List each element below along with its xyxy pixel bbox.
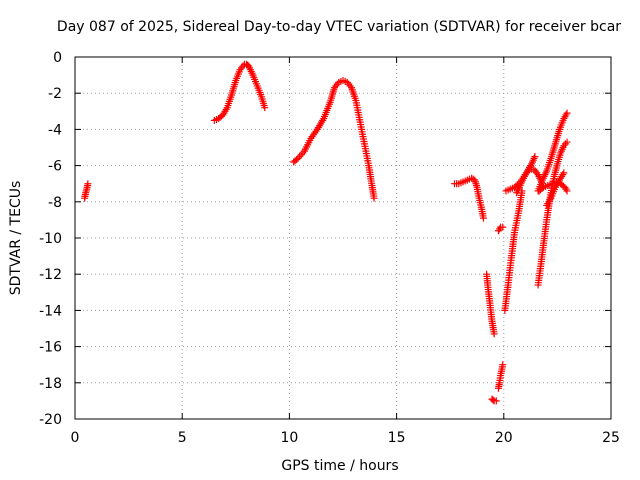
data-point bbox=[538, 185, 546, 193]
y-tick-label: -20 bbox=[39, 412, 62, 428]
series-arc2 bbox=[210, 60, 269, 124]
x-tick-label: 20 bbox=[495, 430, 513, 446]
axis-ticks: 0 5 10 15 20 25 0 -2 -4 -6 -8 -10 -12 -14 -16 -18 -20 bbox=[39, 50, 620, 446]
y-tick-label: -8 bbox=[48, 195, 62, 211]
x-tick-label: 5 bbox=[178, 430, 187, 446]
plot-frame bbox=[74, 56, 612, 420]
series-arc1 bbox=[81, 180, 92, 202]
data-point bbox=[489, 396, 497, 404]
x-tick-label: 0 bbox=[71, 430, 80, 446]
series-arc8 bbox=[494, 223, 507, 235]
series-arc3 bbox=[290, 77, 378, 202]
series-arc7 bbox=[494, 361, 507, 392]
data-point bbox=[261, 104, 269, 112]
data-point bbox=[560, 169, 568, 177]
y-tick-label: -4 bbox=[48, 122, 62, 138]
data-point bbox=[293, 156, 301, 164]
data-point bbox=[563, 109, 571, 117]
y-tick-label: -16 bbox=[39, 340, 62, 356]
data-point bbox=[499, 361, 507, 369]
data-point bbox=[479, 214, 487, 222]
y-tick-label: -18 bbox=[39, 376, 62, 392]
grid-lines bbox=[75, 57, 611, 419]
y-tick-label: 0 bbox=[53, 50, 62, 66]
y-axis-label: SDTVAR / TECUs bbox=[8, 181, 24, 296]
data-point bbox=[84, 180, 92, 188]
series-arc15 bbox=[543, 169, 568, 209]
series-arc4 bbox=[450, 174, 487, 222]
y-tick-label: -14 bbox=[39, 303, 62, 319]
data-point bbox=[492, 397, 500, 405]
y-tick-label: -12 bbox=[39, 267, 62, 283]
y-tick-label: -6 bbox=[48, 159, 62, 175]
x-tick-label: 15 bbox=[388, 430, 406, 446]
series-arc5 bbox=[483, 270, 498, 338]
data-point bbox=[563, 187, 571, 195]
data-point bbox=[531, 153, 539, 161]
series-arc6 bbox=[488, 395, 500, 405]
chart-title: Day 087 of 2025, Sidereal Day-to-day VTE… bbox=[57, 19, 621, 35]
x-axis-label: GPS time / hours bbox=[281, 458, 398, 474]
x-tick-label: 10 bbox=[280, 430, 298, 446]
data-point bbox=[499, 223, 507, 231]
data-point bbox=[563, 138, 571, 146]
y-tick-label: -2 bbox=[48, 86, 62, 102]
y-tick-label: -10 bbox=[39, 231, 62, 247]
x-tick-label: 25 bbox=[602, 430, 620, 446]
data-point bbox=[490, 330, 498, 338]
data-point bbox=[370, 194, 378, 202]
data-points bbox=[81, 60, 571, 405]
